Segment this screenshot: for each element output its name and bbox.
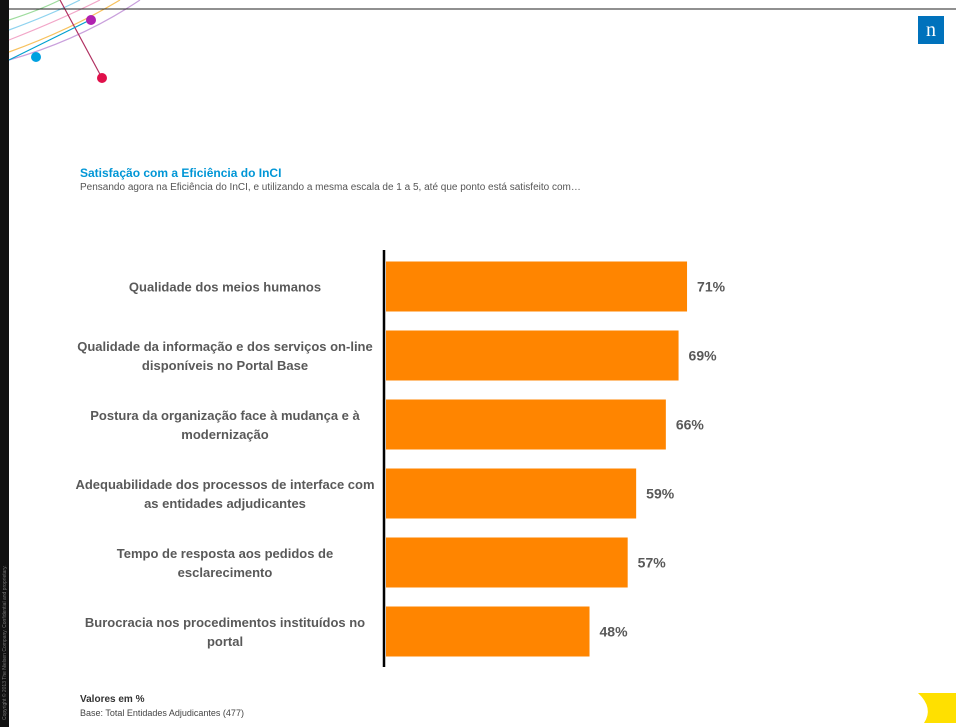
chart-title: Satisfação com a Eficiência do InCI [80,166,282,180]
value-label: 71% [697,279,726,295]
footer-base: Base: Total Entidades Adjudicantes (477) [80,708,244,718]
value-label: 69% [689,348,718,364]
dot [31,52,41,62]
footer-note: Valores em % [80,694,145,705]
copyright: Copyright © 2013 The Nielsen Company. Co… [1,565,8,720]
bar [386,606,590,657]
category-label: Qualidade dos meios humanos [128,279,322,294]
category-label: Postura da organização face à mudança e … [90,407,360,442]
inci-logo [918,693,956,723]
side-strip [0,0,9,727]
bar [386,537,628,588]
bar [386,330,679,381]
value-label: 57% [638,555,667,571]
category-label: Burocracia nos procedimentos instituídos… [84,614,366,649]
category-label: Tempo de resposta aos pedidos de esclare… [116,545,334,580]
value-label: 48% [600,624,629,640]
bar [386,261,688,312]
bar [386,399,666,450]
category-label: Qualidade da informação e dos serviços o… [77,338,373,373]
logo: n [926,19,936,41]
category-label: Adequabilidade dos processos de interfac… [75,476,375,511]
dot [97,73,107,83]
bar [386,468,637,519]
chart-subtitle: Pensando agora na Eficiência do InCI, e … [80,182,581,193]
dot [86,15,96,25]
value-label: 66% [676,417,705,433]
decoration [8,0,141,79]
value-label: 59% [646,486,675,502]
logo-box [918,16,944,44]
